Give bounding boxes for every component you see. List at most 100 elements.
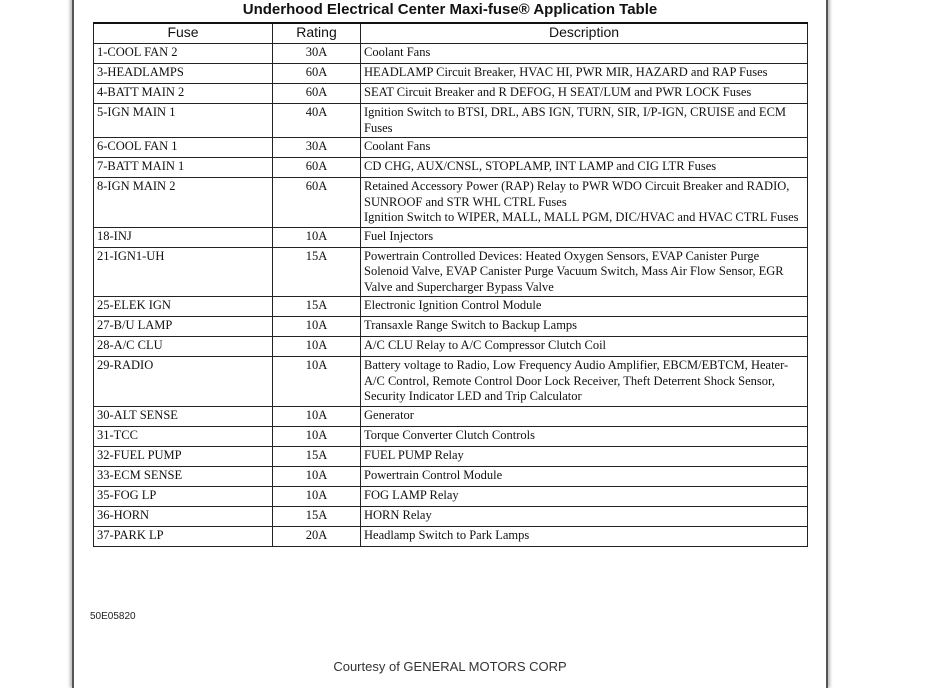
description-cell: Powertrain Controlled Devices: Heated Ox… [360,246,808,297]
rating-cell: 10A [272,405,361,427]
table-row: 35-FOG LP 10A FOG LAMP Relay [93,485,808,507]
table-row: 27-B/U LAMP 10A Transaxle Range Switch to … [93,316,808,337]
description-text: Fuel Injectors [364,228,434,243]
description-text: Torque Converter Clutch Controls [364,427,535,442]
rating-cell: 15A [272,246,361,297]
courtesy-line: Courtesy of GENERAL MOTORS CORP [333,659,567,674]
table-row: 7-BATT MAIN 1 60A CD CHG, AUX/CNSL, STOPLA… [93,157,808,178]
rating-cell: 60A [272,157,361,178]
description-text: Powertrain Controlled Devices: Heated Ox… [364,248,784,294]
table-row: 18-INJ 10A Fuel Injectors [93,226,808,248]
rating-cell: 10A [272,485,361,507]
description-text: Transaxle Range Switch to Backup Lamps [364,318,578,332]
description-text: Coolant Fans [364,45,431,59]
description-text: Coolant Fans [364,139,431,153]
description-cell: Coolant Fans [360,137,808,158]
description-text: HORN Relay [364,507,432,522]
rating-cell: 10A [272,465,361,487]
description-text: HEADLAMP Circuit Breaker, HVAC HI, PWR M… [364,65,768,79]
description-text: Generator [364,407,414,422]
description-cell: HEADLAMP Circuit Breaker, HVAC HI, PWR M… [360,63,808,84]
table-header-row: Fuse Rating Description [93,22,808,44]
header-description: Description [360,22,808,44]
description-cell: Retained Accessory Power (RAP) Relay to … [360,177,808,228]
description-text: SEAT Circuit Breaker and R DEFOG, H SEAT… [364,85,752,99]
rating-cell: 60A [272,177,361,228]
table-row: 33-ECM SENSE 10A Powertrain Control Module [93,465,808,487]
description-cell: Battery voltage to Radio, Low Frequency … [360,356,808,407]
description-cell: Transaxle Range Switch to Backup Lamps [360,316,808,337]
rating-cell: 40A [272,103,361,138]
description-cell: HORN Relay [360,505,808,527]
rating-cell: 30A [272,43,361,64]
table-row: 6-COOL FAN 1 30A Coolant Fans [93,137,808,158]
rating-cell: 20A [272,525,361,547]
header-fuse: Fuse [93,22,273,44]
table-row: 36-HORN 15A HORN Relay [93,505,808,527]
table-row: 1-COOL FAN 2 30A Coolant Fans [93,43,808,64]
rating-cell: 60A [272,83,361,104]
fuse-cell: 8-IGN MAIN 2 [93,177,273,228]
rating-cell: 10A [272,336,361,357]
fuse-cell: 36-HORN [93,505,273,527]
description-cell: Electronic Ignition Control Module [360,296,808,317]
fuse-cell: 32-FUEL PUMP [93,445,273,467]
description-cell: FOG LAMP Relay [360,485,808,507]
table-row: 4-BATT MAIN 2 60A SEAT Circuit Breaker and… [93,83,808,104]
rating-cell: 15A [272,505,361,527]
description-cell: Ignition Switch to BTSI, DRL, ABS IGN, T… [360,103,808,138]
table-row: 32-FUEL PUMP 15A FUEL PUMP Relay [93,445,808,467]
fuse-cell: 4-BATT MAIN 2 [93,83,273,104]
table-row: 37-PARK LP 20A Headlamp Switch to Park Lam… [93,525,808,547]
description-cell: Generator [360,405,808,427]
fuse-cell: 25-ELEK IGN [93,296,273,317]
description-text: Ignition Switch to BTSI, DRL, ABS IGN, T… [364,105,787,135]
description-text: Powertrain Control Module [364,467,503,482]
description-text: Headlamp Switch to Park Lamps [364,527,530,542]
document-page: Underhood Electrical Center Maxi-fuse® A… [72,0,828,688]
description-text: FOG LAMP Relay [364,487,459,502]
description-cell: Powertrain Control Module [360,465,808,487]
figure-code: 50E05820 [90,611,136,622]
rating-cell: 15A [272,296,361,317]
table-row: 29-RADIO 10A Battery voltage to Radio, Low… [93,356,808,407]
description-text: A/C CLU Relay to A/C Compressor Clutch C… [364,338,607,352]
fuse-cell: 1-COOL FAN 2 [93,43,273,64]
table-title: Underhood Electrical Center Maxi-fuse® A… [242,1,658,18]
table-row: 28-A/C CLU 10A A/C CLU Relay to A/C Compre… [93,336,808,357]
fuse-cell: 28-A/C CLU [93,336,273,357]
description-text: Retained Accessory Power (RAP) Relay to … [364,179,790,209]
description-text: Electronic Ignition Control Module [364,298,542,312]
table-row: 30-ALT SENSE 10A Generator [93,405,808,427]
fuse-cell: 31-TCC [93,425,273,447]
description-cell: A/C CLU Relay to A/C Compressor Clutch C… [360,336,808,357]
table-row: 21-IGN1-UH 15A Powertrain Controlled Devic… [93,246,808,297]
description-text: CD CHG, AUX/CNSL, STOPLAMP, INT LAMP and… [364,159,717,173]
fuse-cell: 7-BATT MAIN 1 [93,157,273,178]
table-row: 5-IGN MAIN 1 40A Ignition Switch to BTSI, … [93,103,808,138]
rating-cell: 15A [272,445,361,467]
table-body: 1-COOL FAN 2 30A Coolant Fans 3-HEADLAMPS 60… [93,43,808,547]
fuse-cell: 33-ECM SENSE [93,465,273,487]
fuse-cell: 5-IGN MAIN 1 [93,103,273,138]
description-cell: FUEL PUMP Relay [360,445,808,467]
fuse-cell: 18-INJ [93,226,273,248]
fuse-cell: 27-B/U LAMP [93,316,273,337]
table-row: 31-TCC 10A Torque Converter Clutch Control… [93,425,808,447]
rating-cell: 60A [272,63,361,84]
description-cell: Coolant Fans [360,43,808,64]
fuse-cell: 29-RADIO [93,356,273,407]
fuse-cell: 3-HEADLAMPS [93,63,273,84]
description-cell: Torque Converter Clutch Controls [360,425,808,447]
rating-cell: 10A [272,425,361,447]
rating-cell: 10A [272,316,361,337]
header-rating: Rating [272,22,361,44]
fuse-table: Fuse Rating Description 1-COOL FAN 2 30A C… [93,22,808,547]
table-row: 25-ELEK IGN 15A Electronic Ignition Contro… [93,296,808,317]
fuse-cell: 37-PARK LP [93,525,273,547]
rating-cell: 30A [272,137,361,158]
rating-cell: 10A [272,226,361,248]
description-cell: Fuel Injectors [360,226,808,248]
table-row: 8-IGN MAIN 2 60A Retained Accessory Power … [93,177,808,228]
description-text: FUEL PUMP Relay [364,447,464,462]
